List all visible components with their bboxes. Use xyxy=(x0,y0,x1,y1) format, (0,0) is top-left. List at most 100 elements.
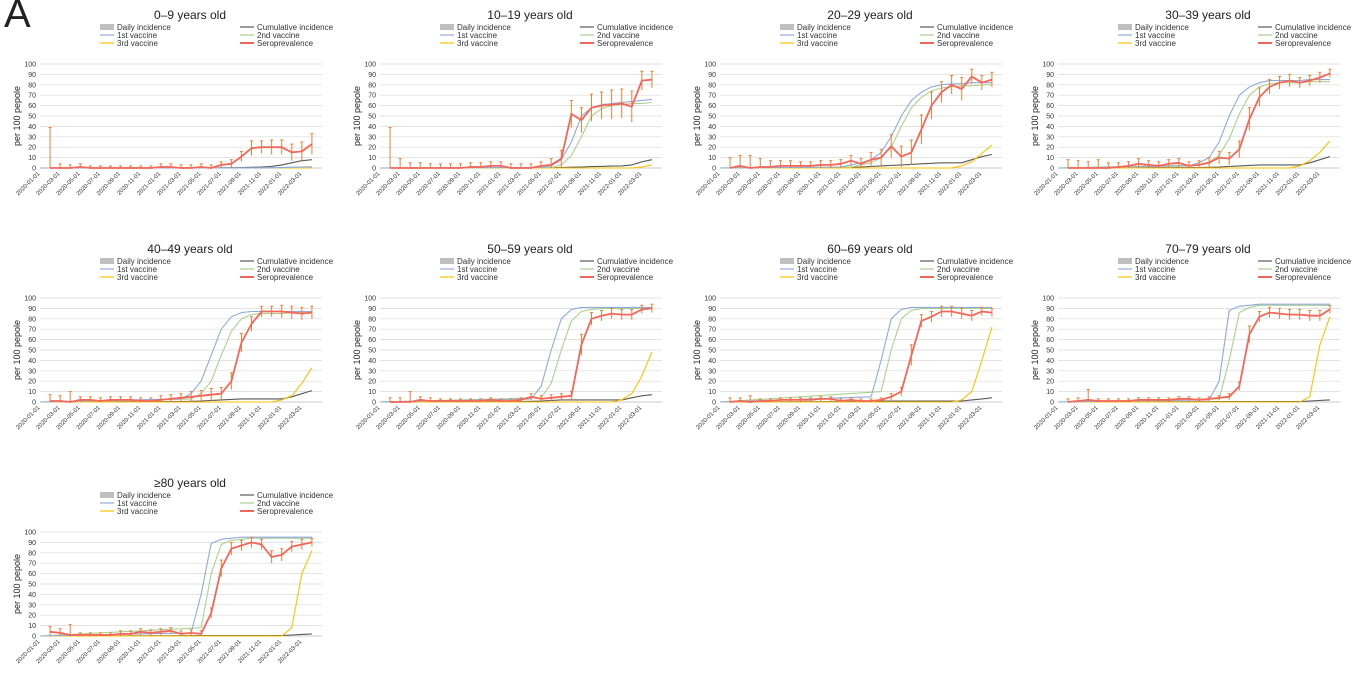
y-axis-label: per 100 pepole xyxy=(352,320,362,380)
series-line-2nd-vaccine xyxy=(719,307,992,403)
y-tick-label: 30 xyxy=(368,368,376,375)
y-tick-label: 70 xyxy=(1046,327,1054,334)
legend-label-cumulative-incidence: Cumulative incidence xyxy=(257,491,334,500)
series-line-seroprevalence xyxy=(730,310,992,403)
legend-swatch-daily-incidence xyxy=(100,258,114,264)
y-tick-label: 50 xyxy=(368,348,376,355)
chart-title: 40–49 years old xyxy=(147,242,232,256)
y-tick-label: 10 xyxy=(1046,155,1054,162)
y-tick-label: 60 xyxy=(1046,337,1054,344)
y-tick-label: 40 xyxy=(1046,358,1054,365)
y-tick-label: 60 xyxy=(368,103,376,110)
y-tick-label: 0 xyxy=(372,166,376,173)
legend-label-1st-vaccine: 1st vaccine xyxy=(457,31,498,40)
legend-label-3rd-vaccine: 3rd vaccine xyxy=(797,273,838,282)
series-line-2nd-vaccine xyxy=(379,101,652,169)
panel-label: A xyxy=(4,0,31,36)
y-tick-label: 80 xyxy=(28,82,36,89)
y-tick-label: 40 xyxy=(28,592,36,599)
series-line-1st-vaccine xyxy=(39,310,312,403)
y-tick-label: 40 xyxy=(1046,124,1054,131)
chart-legend: Daily incidence Cumulative incidence 1st v… xyxy=(440,23,674,48)
chart-title: 20–29 years old xyxy=(827,8,912,22)
legend-label-daily-incidence: Daily incidence xyxy=(457,257,511,266)
legend-label-2nd-vaccine: 2nd vaccine xyxy=(257,31,300,40)
y-tick-label: 40 xyxy=(368,358,376,365)
y-tick-label: 30 xyxy=(28,602,36,609)
legend-label-seroprevalence: Seroprevalence xyxy=(1275,273,1332,282)
y-tick-label: 70 xyxy=(368,93,376,100)
legend-label-seroprevalence: Seroprevalence xyxy=(1275,39,1332,48)
legend-swatch-daily-incidence xyxy=(1118,24,1132,30)
y-tick-label: 10 xyxy=(368,155,376,162)
series-line-seroprevalence xyxy=(50,310,312,403)
legend-label-seroprevalence: Seroprevalence xyxy=(257,273,314,282)
legend-label-2nd-vaccine: 2nd vaccine xyxy=(1275,31,1318,40)
series-line-1st-vaccine xyxy=(39,536,312,637)
y-tick-label: 100 xyxy=(1042,62,1054,69)
y-tick-label: 80 xyxy=(1046,82,1054,89)
series-line-2nd-vaccine xyxy=(379,307,652,403)
legend-label-seroprevalence: Seroprevalence xyxy=(937,39,994,48)
legend-label-2nd-vaccine: 2nd vaccine xyxy=(937,31,980,40)
legend-label-2nd-vaccine: 2nd vaccine xyxy=(597,265,640,274)
legend-label-cumulative-incidence: Cumulative incidence xyxy=(597,23,674,32)
y-tick-label: 100 xyxy=(24,62,36,69)
y-axis-label: per 100 pepole xyxy=(692,320,702,380)
series-line-2nd-vaccine xyxy=(719,84,992,169)
chart-title: ≥80 years old xyxy=(154,476,226,490)
chart-legend: Daily incidence Cumulative incidence 1st v… xyxy=(100,23,334,48)
y-tick-label: 20 xyxy=(368,145,376,152)
legend-label-daily-incidence: Daily incidence xyxy=(797,23,851,32)
series-line-3rd-vaccine xyxy=(720,326,993,403)
y-axis-label: per 100 pepole xyxy=(352,86,362,146)
legend-label-cumulative-incidence: Cumulative incidence xyxy=(1275,257,1352,266)
legend-label-3rd-vaccine: 3rd vaccine xyxy=(117,273,158,282)
y-tick-label: 80 xyxy=(708,82,716,89)
y-tick-label: 50 xyxy=(28,582,36,589)
y-tick-label: 10 xyxy=(1046,389,1054,396)
legend-label-1st-vaccine: 1st vaccine xyxy=(1135,265,1176,274)
y-axis-label: per 100 pepole xyxy=(12,554,22,614)
y-tick-label: 0 xyxy=(712,166,716,173)
y-tick-label: 60 xyxy=(368,337,376,344)
legend-label-daily-incidence: Daily incidence xyxy=(1135,257,1189,266)
series-line-2nd-vaccine xyxy=(1057,304,1330,403)
y-tick-label: 70 xyxy=(368,327,376,334)
y-tick-label: 80 xyxy=(368,82,376,89)
y-tick-label: 80 xyxy=(708,316,716,323)
y-tick-label: 20 xyxy=(708,145,716,152)
legend-label-3rd-vaccine: 3rd vaccine xyxy=(1135,273,1176,282)
legend-label-2nd-vaccine: 2nd vaccine xyxy=(937,265,980,274)
y-axis-label: per 100 pepole xyxy=(12,320,22,380)
legend-swatch-daily-incidence xyxy=(100,492,114,498)
legend-label-cumulative-incidence: Cumulative incidence xyxy=(257,257,334,266)
y-tick-label: 90 xyxy=(28,306,36,313)
y-tick-label: 0 xyxy=(32,400,36,407)
y-tick-label: 100 xyxy=(364,296,376,303)
y-tick-label: 60 xyxy=(28,103,36,110)
series-line-3rd-vaccine xyxy=(1058,316,1331,403)
y-axis-label: per 100 pepole xyxy=(1030,320,1040,380)
y-tick-label: 30 xyxy=(708,134,716,141)
y-tick-label: 70 xyxy=(708,93,716,100)
chart-legend: Daily incidence Cumulative incidence 1st v… xyxy=(440,257,674,282)
legend-label-daily-incidence: Daily incidence xyxy=(1135,23,1189,32)
legend-label-3rd-vaccine: 3rd vaccine xyxy=(117,507,158,516)
y-tick-label: 0 xyxy=(1050,400,1054,407)
chart-title: 30–39 years old xyxy=(1165,8,1250,22)
legend-label-3rd-vaccine: 3rd vaccine xyxy=(797,39,838,48)
legend-label-daily-incidence: Daily incidence xyxy=(117,491,171,500)
legend-label-1st-vaccine: 1st vaccine xyxy=(797,31,838,40)
y-tick-label: 10 xyxy=(28,389,36,396)
y-tick-label: 0 xyxy=(32,166,36,173)
series-line-2nd-vaccine xyxy=(1057,81,1330,169)
series-line-1st-vaccine xyxy=(1057,79,1330,169)
y-tick-label: 20 xyxy=(708,379,716,386)
y-tick-label: 90 xyxy=(368,306,376,313)
legend-swatch-daily-incidence xyxy=(780,258,794,264)
y-tick-label: 30 xyxy=(368,134,376,141)
